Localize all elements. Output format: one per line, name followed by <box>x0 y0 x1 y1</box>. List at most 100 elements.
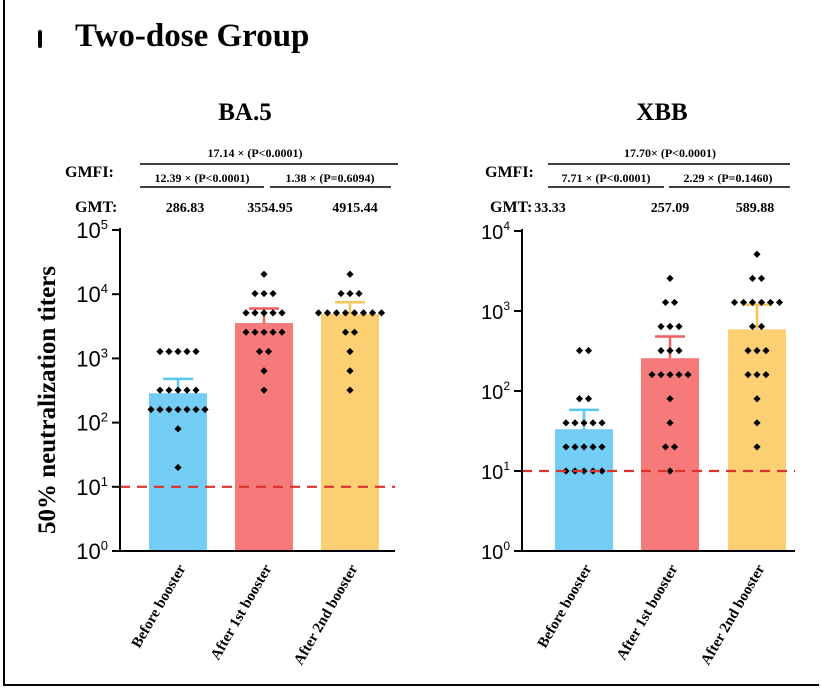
data-point <box>666 419 674 427</box>
data-point <box>165 347 173 356</box>
data-point <box>757 322 766 331</box>
data-point <box>753 371 761 379</box>
data-point <box>278 309 286 317</box>
y-tick-label: 103 <box>76 345 108 371</box>
data-point <box>260 289 268 298</box>
data-point <box>666 274 674 282</box>
data-point <box>242 328 250 336</box>
data-point <box>739 298 748 307</box>
data-point <box>675 346 683 355</box>
gmt-value: 286.83 <box>166 201 205 216</box>
data-point <box>757 274 766 282</box>
gmt-value: 33.33 <box>534 201 566 216</box>
y-tick-label: 103 <box>481 299 510 324</box>
data-point <box>580 467 588 475</box>
data-point <box>165 386 173 394</box>
data-point <box>368 309 377 317</box>
gmfi-top-text: 17.14 × (P<0.0001) <box>208 146 303 160</box>
data-point <box>661 443 670 451</box>
data-point <box>359 309 368 317</box>
data-point <box>192 386 200 394</box>
category-label: After 1st booster <box>614 562 682 663</box>
gmt-value: 589.88 <box>736 201 775 216</box>
data-point <box>657 371 665 379</box>
gmfi-label: GMFI: <box>485 164 534 181</box>
data-point <box>350 328 359 336</box>
data-point <box>670 443 679 451</box>
data-point <box>753 346 761 355</box>
data-point <box>346 386 354 394</box>
data-point <box>598 419 606 427</box>
chart-title: BA.5 <box>218 99 271 126</box>
chart-ba5: BA.5 GMFI: 17.14 × (P<0.0001) 12.39 × (P<0.… <box>65 99 398 668</box>
data-point <box>192 405 200 414</box>
data-point <box>377 309 386 317</box>
gmt-value: 4915.44 <box>332 201 378 216</box>
data-point <box>165 405 173 414</box>
category-label: Before booster <box>129 562 190 651</box>
data-point <box>571 443 579 451</box>
data-point <box>332 309 341 317</box>
data-point <box>575 395 584 403</box>
data-point <box>269 289 277 298</box>
data-point <box>744 371 752 379</box>
data-point <box>666 371 674 379</box>
data-point <box>775 298 784 307</box>
data-point <box>730 298 739 307</box>
gmfi-top-text: 17.70× (P<0.0001) <box>624 146 716 160</box>
data-point <box>762 371 770 379</box>
data-point <box>269 328 277 336</box>
data-point <box>766 298 775 307</box>
data-point <box>753 443 761 451</box>
bar <box>235 323 293 551</box>
data-point <box>657 346 665 355</box>
data-point <box>753 419 761 427</box>
gmfi-left-text: 12.39 × (P<0.0001) <box>155 171 250 185</box>
data-point <box>670 298 679 307</box>
data-point <box>657 322 665 331</box>
data-point <box>147 405 155 414</box>
data-point <box>748 274 757 282</box>
data-point <box>753 250 761 258</box>
y-tick-label: 104 <box>76 281 108 307</box>
data-point <box>156 386 164 394</box>
data-point <box>575 346 584 355</box>
data-point <box>666 322 674 331</box>
data-point <box>571 419 579 427</box>
data-point <box>174 347 182 356</box>
category-label: After 2nd booster <box>698 562 769 668</box>
data-point <box>278 328 286 336</box>
y-tick-label: 101 <box>76 474 108 500</box>
y-tick-label: 100 <box>76 538 108 564</box>
figure-frame <box>3 0 819 686</box>
data-point <box>684 371 692 379</box>
data-point <box>355 289 363 298</box>
data-point <box>260 328 268 336</box>
y-tick-label: 100 <box>481 539 510 564</box>
data-point <box>260 367 268 375</box>
y-tick-label: 101 <box>481 459 510 484</box>
data-point <box>341 328 350 336</box>
bar <box>641 358 699 551</box>
data-point <box>260 309 268 317</box>
gmfi-label: GMFI: <box>65 164 114 181</box>
data-point <box>589 443 597 451</box>
data-point <box>666 346 674 355</box>
data-point <box>666 395 674 403</box>
figure-title: Two-dose Group <box>75 18 310 54</box>
data-point <box>260 270 268 278</box>
data-point <box>661 298 670 307</box>
data-point <box>337 289 345 298</box>
data-point <box>762 346 770 355</box>
data-point <box>156 347 164 356</box>
data-point <box>251 289 259 298</box>
data-point <box>584 346 593 355</box>
panel-marker <box>38 30 42 48</box>
data-point <box>598 467 606 475</box>
gmt-label: GMT: <box>75 199 117 216</box>
data-point <box>584 395 593 403</box>
data-point <box>346 270 354 278</box>
data-point <box>748 298 757 307</box>
data-point <box>350 309 359 317</box>
data-point <box>580 443 588 451</box>
